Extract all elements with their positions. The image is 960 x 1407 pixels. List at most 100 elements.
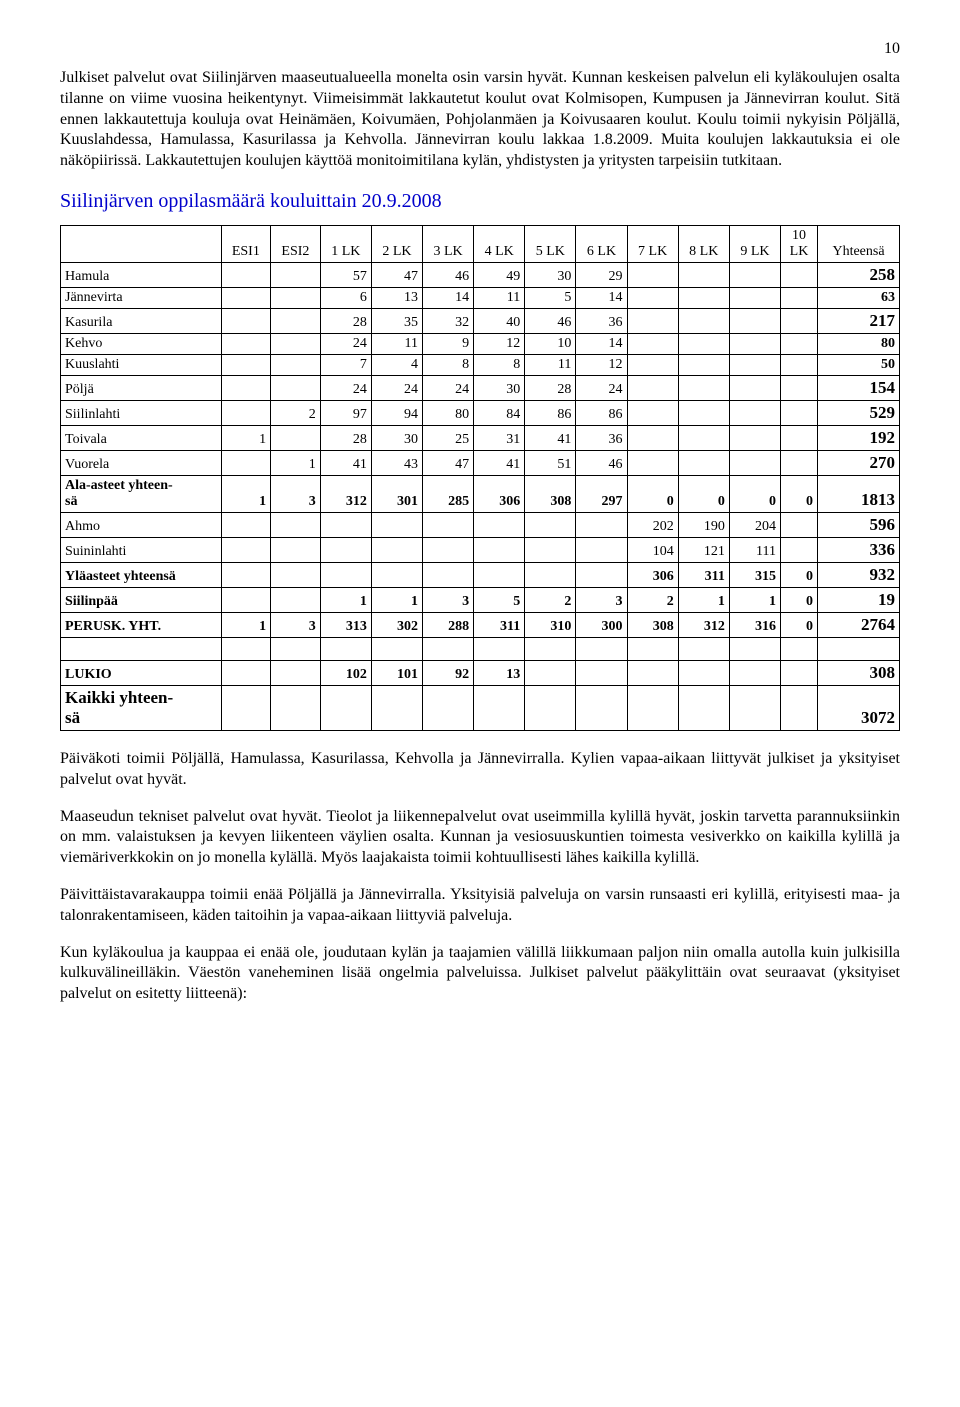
cell: 1: [271, 450, 321, 475]
cell: [576, 512, 627, 537]
cell: [627, 262, 678, 287]
cell: [221, 587, 271, 612]
cell: 121: [678, 537, 729, 562]
column-header: ESI1: [221, 225, 271, 262]
cell: [371, 685, 422, 730]
row-label: Toivala: [61, 425, 222, 450]
cell: [221, 308, 271, 333]
cell: [729, 333, 780, 354]
cell: [729, 450, 780, 475]
row-label: Kasurila: [61, 308, 222, 333]
cell: 41: [320, 450, 371, 475]
cell: 47: [371, 262, 422, 287]
cell: [627, 375, 678, 400]
row-total: 3072: [818, 685, 900, 730]
cell: [525, 685, 576, 730]
cell: 312: [678, 612, 729, 637]
cell: 36: [576, 425, 627, 450]
cell: [525, 537, 576, 562]
cell: [474, 637, 525, 660]
cell: [371, 537, 422, 562]
cell: [678, 287, 729, 308]
cell: [729, 262, 780, 287]
cell: 25: [422, 425, 473, 450]
cell: [780, 537, 817, 562]
cell: 49: [474, 262, 525, 287]
cell: 13: [371, 287, 422, 308]
row-total: 258: [818, 262, 900, 287]
cell: [320, 562, 371, 587]
cell: [627, 637, 678, 660]
row-total: [818, 637, 900, 660]
row-total: 63: [818, 287, 900, 308]
row-label: LUKIO: [61, 660, 222, 685]
column-header: 4 LK: [474, 225, 525, 262]
cell: 313: [320, 612, 371, 637]
column-header: 2 LK: [371, 225, 422, 262]
cell: [780, 425, 817, 450]
cell: 202: [627, 512, 678, 537]
cell: 1: [320, 587, 371, 612]
row-label: PERUSK. YHT.: [61, 612, 222, 637]
table-row: Ahmo202190204596: [61, 512, 900, 537]
cell: [271, 562, 321, 587]
row-label: Kehvo: [61, 333, 222, 354]
cell: 10: [525, 333, 576, 354]
cell: 311: [474, 612, 525, 637]
row-label: Hamula: [61, 262, 222, 287]
cell: 2: [525, 587, 576, 612]
row-label: Suininlahti: [61, 537, 222, 562]
table-row: Yläasteet yhteensä3063113150932: [61, 562, 900, 587]
cell: [780, 375, 817, 400]
row-label: Vuorela: [61, 450, 222, 475]
cell: 80: [422, 400, 473, 425]
cell: [271, 425, 321, 450]
cell: [780, 308, 817, 333]
cell: 102: [320, 660, 371, 685]
cell: [576, 637, 627, 660]
cell: 28: [320, 308, 371, 333]
cell: 301: [371, 475, 422, 512]
footer-paragraphs: Päiväkoti toimii Pöljällä, Hamulassa, Ka…: [60, 749, 900, 1005]
cell: [221, 562, 271, 587]
cell: 0: [729, 475, 780, 512]
cell: [729, 400, 780, 425]
cell: [627, 685, 678, 730]
cell: [780, 354, 817, 375]
cell: 316: [729, 612, 780, 637]
cell: [627, 333, 678, 354]
cell: 3: [271, 475, 321, 512]
cell: [678, 308, 729, 333]
cell: [780, 685, 817, 730]
cell: 300: [576, 612, 627, 637]
cell: 308: [627, 612, 678, 637]
cell: 86: [525, 400, 576, 425]
cell: 57: [320, 262, 371, 287]
cell: [371, 637, 422, 660]
cell: [320, 685, 371, 730]
cell: 0: [780, 612, 817, 637]
cell: [474, 685, 525, 730]
cell: 0: [780, 562, 817, 587]
row-total: 529: [818, 400, 900, 425]
cell: [221, 287, 271, 308]
row-total: 596: [818, 512, 900, 537]
cell: [729, 660, 780, 685]
cell: [627, 354, 678, 375]
row-label: Pöljä: [61, 375, 222, 400]
cell: 30: [474, 375, 525, 400]
row-total: 154: [818, 375, 900, 400]
cell: 92: [422, 660, 473, 685]
cell: [576, 685, 627, 730]
cell: [780, 333, 817, 354]
cell: 28: [320, 425, 371, 450]
cell: 311: [678, 562, 729, 587]
paragraph: Päiväkoti toimii Pöljällä, Hamulassa, Ka…: [60, 749, 900, 791]
table-row: Suininlahti104121111336: [61, 537, 900, 562]
cell: 306: [627, 562, 678, 587]
column-header: 7 LK: [627, 225, 678, 262]
cell: [627, 308, 678, 333]
cell: 11: [525, 354, 576, 375]
cell: [576, 537, 627, 562]
cell: [371, 562, 422, 587]
